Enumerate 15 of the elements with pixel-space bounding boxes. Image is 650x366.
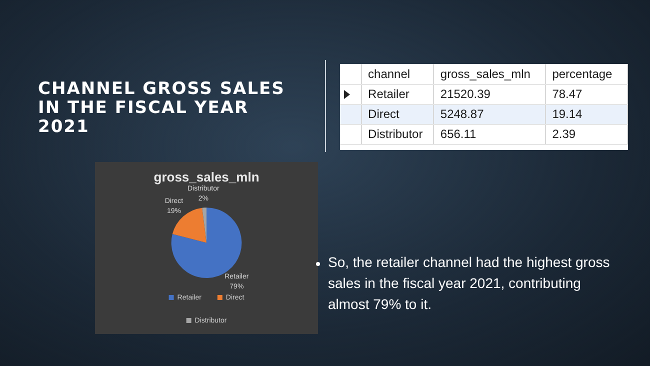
text: So, the retailer channel had the highest gross sales in the fiscal year 2021, contributing almost 79% to it. — [328, 253, 611, 314]
text: 2.39 — [546, 124, 628, 144]
text: 656.11 — [434, 124, 546, 144]
text: percentage — [546, 64, 628, 84]
text: 19.14 — [546, 104, 628, 124]
text: 78.47 — [546, 84, 628, 104]
text: Direct — [362, 104, 434, 124]
text: CHANNEL GROSS SALES IN THE FISCAL YEAR 2021 — [38, 79, 286, 137]
text: channel — [362, 64, 434, 84]
text: 21520.39 — [434, 84, 546, 104]
chart-title: gross_sales_mln — [154, 169, 260, 184]
text: Distributor — [362, 124, 434, 144]
text: Retailer — [362, 84, 434, 104]
text: gross_sales_mln — [434, 64, 546, 84]
text: 5248.87 — [434, 104, 546, 124]
